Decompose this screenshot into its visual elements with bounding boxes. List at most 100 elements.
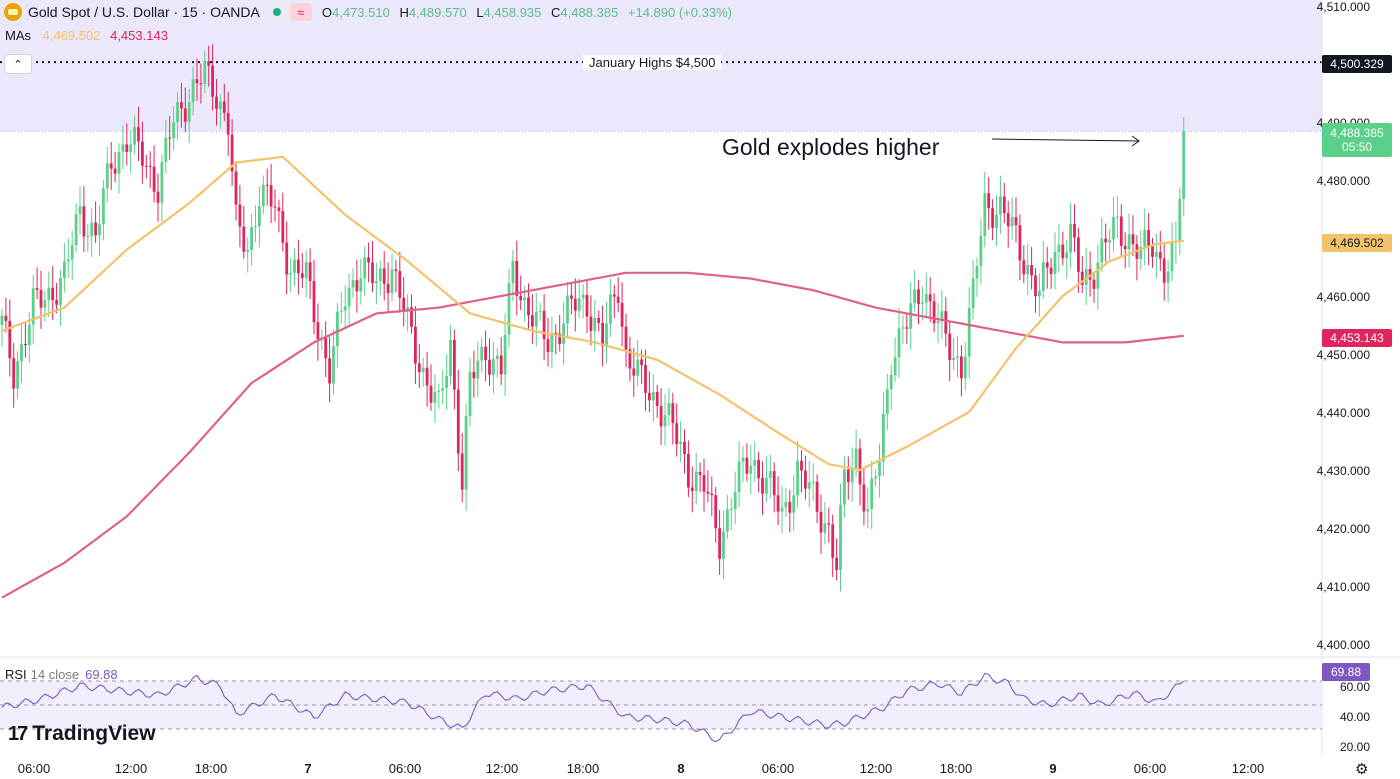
price-tick: 4,510.000 [1316,0,1370,14]
tradingview-mark-icon: 17 [8,722,28,745]
candle-body [472,371,476,379]
candle-body [1108,239,1111,243]
candle-body [554,333,558,335]
candle-body [133,127,136,145]
candle-body [979,235,983,267]
symbol-title[interactable]: Gold Spot / U.S. Dollar · 15 · OANDA [28,4,260,20]
candle-body [597,318,601,323]
candle-body [507,283,511,335]
time-tick: 12:00 [859,761,893,776]
candle-body [1127,234,1131,250]
candle-body [585,294,589,317]
candle-body [273,206,277,208]
annotation-arrow-shaft [991,138,1139,142]
candle-body [823,523,827,533]
candle-body [437,390,441,392]
rsi-value-tag: 69.88 [1322,663,1370,681]
candle-body [35,288,39,291]
candle-body [815,481,819,512]
candle-body [874,476,877,479]
candle-body [316,322,320,340]
wave-icon[interactable]: ≈ [289,3,312,21]
january-highs-label[interactable]: January Highs $4,500 [583,55,722,70]
candle-body [20,343,23,362]
ma-legend[interactable]: MAs 4,469.502 4,453.143 [5,28,168,43]
candle-body [269,185,273,207]
candle-body [944,311,948,334]
candle-body [995,214,998,228]
candle-body [98,224,101,236]
candle-body [796,460,799,496]
candle-body [690,487,694,492]
jan-high-price-tag: 4,500.329 [1322,55,1392,73]
rsi-legend[interactable]: RSI 14 close 69.88 [5,667,118,682]
candle-body [66,259,70,262]
candle-body [1116,216,1119,218]
candle-body [219,101,222,109]
candle-body [733,491,737,510]
candle-body [924,294,928,303]
tradingview-logo[interactable]: 17 TradingView [8,722,156,746]
candle-body [558,333,562,344]
candle-body [195,79,199,84]
candle-body [297,259,300,274]
candle-body [952,357,955,360]
time-tick-day: 7 [304,761,312,776]
time-tick: 06:00 [1133,761,1167,776]
candle-body [94,222,97,236]
candle-body [609,294,612,324]
candle-body [562,323,565,344]
candle-body [612,294,616,297]
candle-body [59,278,62,305]
rsi-tick: 40.00 [1339,710,1370,724]
candle-body [480,346,484,361]
candle-body [593,318,597,331]
candle-body [538,310,542,312]
candle-body [835,557,838,571]
candle-body [897,328,901,358]
candle-body [141,141,144,166]
ohlc-open-key: O [321,4,332,20]
candle-body [570,295,573,299]
candle-body [406,307,409,311]
candle-body [550,333,554,353]
settings-icon[interactable]: ⚙ [1355,761,1369,778]
candle-body [429,385,433,403]
ma-slow-value: 4,453.143 [110,28,168,43]
candle-body [449,339,452,376]
collapse-legend-button[interactable]: ⌃ [4,54,32,74]
candle-body [921,302,924,304]
candle-body [843,469,846,505]
candle-body [226,113,230,135]
candle-body [414,326,417,364]
candle-body [8,320,12,359]
candle-body [1041,262,1045,291]
candle-body [125,144,129,152]
candle-body [55,300,58,305]
candle-body [499,355,503,375]
candle-body [31,288,35,325]
price-tick: 4,400.000 [1316,638,1370,652]
candle-body [464,415,468,490]
candle-body [164,137,168,163]
market-open-icon[interactable] [265,3,288,21]
time-tick: 18:00 [939,761,973,776]
gold-explodes-annotation[interactable]: Gold explodes higher [722,134,940,160]
candle-body [300,273,304,278]
candle-body [24,343,27,346]
candle-body [1123,245,1127,250]
candle-body [710,493,714,496]
candle-body [885,389,889,414]
candle-body [375,281,378,284]
candle-body [722,531,725,559]
candle-body [453,339,456,390]
candle-body [831,524,835,558]
rsi-tick: 60.00 [1339,680,1370,694]
candle-body [515,260,519,296]
candle-body [39,290,43,308]
candle-body [339,310,343,312]
last-price-tag: 4,488.385 05:50 [1322,123,1392,157]
candle-body [1077,237,1080,272]
candle-body [1061,244,1065,259]
